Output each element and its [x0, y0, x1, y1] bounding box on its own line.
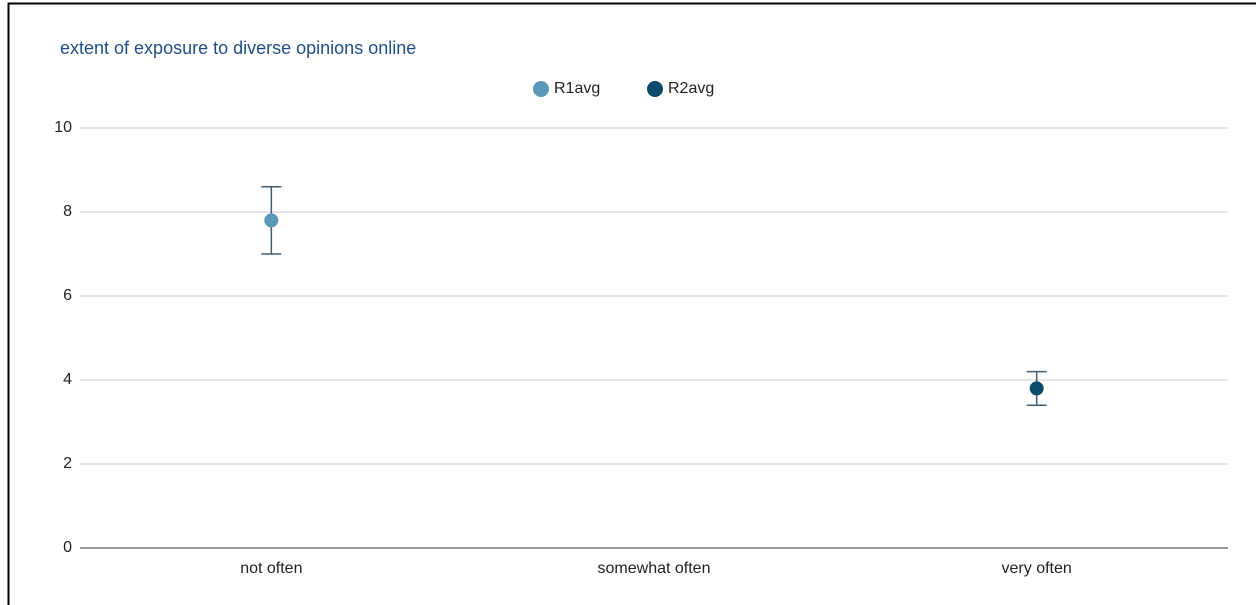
legend-label: R2avg [668, 80, 714, 97]
point [264, 213, 279, 228]
frame [7, 2, 1256, 605]
y-tick-label: 10 [54, 119, 72, 136]
x-tick-label: somewhat often [598, 560, 711, 577]
x-tick-label: not often [240, 560, 302, 577]
chart-title: extent of exposure to diverse opinions o… [60, 38, 416, 58]
y-tick-label: 2 [63, 455, 72, 472]
y-tick-label: 0 [63, 539, 72, 556]
y-tick-label: 4 [63, 371, 72, 388]
legend-marker [647, 81, 663, 97]
legend-label: R1avg [554, 80, 600, 97]
legend-marker [533, 81, 549, 97]
y-tick-label: 6 [63, 287, 72, 304]
point [1029, 381, 1044, 396]
x-tick-label: very often [1002, 560, 1072, 577]
y-tick-label: 8 [63, 203, 72, 220]
